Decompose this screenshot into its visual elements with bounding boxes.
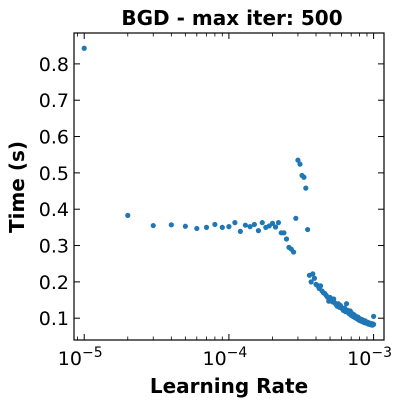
- data-point: [343, 301, 350, 307]
- y-axis-label: Time (s): [5, 141, 29, 233]
- data-point: [283, 236, 290, 242]
- data-point: [310, 271, 316, 277]
- y-tick-label: 0.8: [39, 54, 69, 76]
- y-tick-label: 0.5: [39, 163, 69, 185]
- x-axis-label: Learning Rate: [150, 374, 308, 398]
- plot-frame: [73, 32, 385, 341]
- data-point: [269, 220, 276, 226]
- y-tick-label: 0.7: [39, 90, 69, 112]
- data-point: [226, 224, 232, 230]
- data-point: [125, 212, 131, 218]
- data-point: [81, 45, 87, 51]
- data-point: [371, 313, 377, 319]
- data-point: [237, 228, 243, 234]
- data-point: [317, 283, 324, 289]
- data-point: [295, 157, 301, 163]
- chart-title: BGD - max iter: 500: [121, 6, 342, 30]
- data-point: [305, 226, 311, 233]
- data-point: [247, 224, 253, 230]
- data-point: [219, 224, 225, 230]
- data-point: [212, 221, 218, 228]
- data-point: [275, 220, 282, 226]
- data-point: [182, 223, 188, 229]
- data-points: [81, 45, 377, 328]
- data-point: [311, 275, 318, 281]
- x-tick-label: 10−3: [347, 345, 392, 370]
- y-tick-label: 0.6: [39, 127, 69, 149]
- data-point: [297, 161, 303, 167]
- data-point: [281, 230, 287, 236]
- data-point: [251, 221, 257, 228]
- data-point: [150, 222, 156, 229]
- data-point: [255, 228, 262, 234]
- data-point: [168, 222, 174, 228]
- data-point: [272, 224, 279, 230]
- data-point: [303, 185, 309, 191]
- data-point: [291, 249, 297, 255]
- data-point: [301, 174, 307, 180]
- data-point: [232, 220, 238, 226]
- data-point: [293, 215, 299, 221]
- data-point: [331, 296, 337, 302]
- y-tick-label: 0.4: [39, 199, 69, 221]
- y-tick-label: 0.2: [39, 272, 69, 294]
- data-point: [242, 222, 248, 228]
- x-tick-label: 10−5: [58, 345, 103, 370]
- data-point: [259, 220, 265, 226]
- data-point: [203, 224, 210, 230]
- data-point: [371, 321, 377, 327]
- data-point: [308, 279, 314, 285]
- y-tick-label: 0.3: [39, 236, 69, 258]
- axis-ticks: 0.1 0.2 0.3 0.4 0.5 0.6 0.7 0.8 10−5 10−4 10−3: [39, 33, 392, 370]
- x-tick-label: 10−4: [202, 345, 247, 370]
- y-tick-label: 0.1: [39, 308, 69, 330]
- data-point: [194, 225, 200, 232]
